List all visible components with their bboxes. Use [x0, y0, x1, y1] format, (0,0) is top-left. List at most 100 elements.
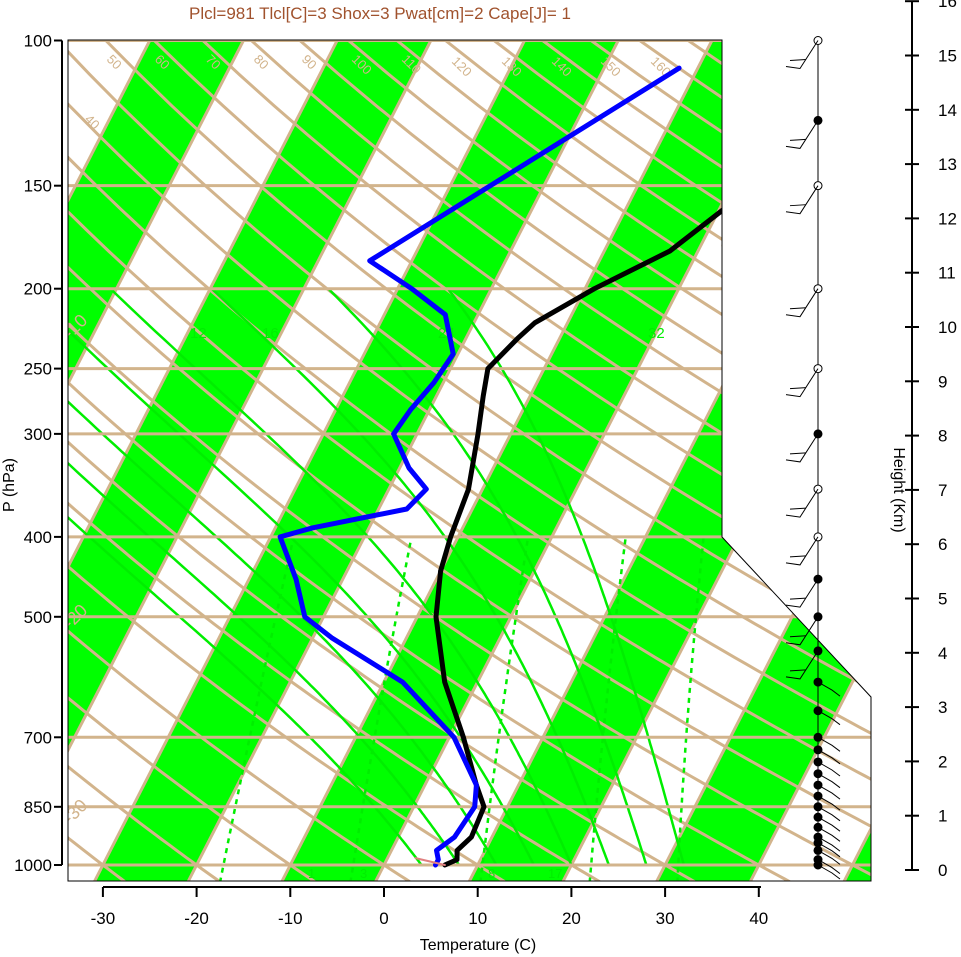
y-tick-label: 150	[24, 177, 52, 196]
y-axis: 100 150 200 250 300 400 500 700 850 1000	[14, 32, 63, 875]
dry-adiabat	[68, 40, 871, 881]
dry-adiabat	[201, 40, 871, 881]
wind-level-dot	[813, 812, 823, 822]
isotherm-label: 10	[717, 337, 745, 365]
isotherm-band	[68, 40, 441, 881]
isotherm-band	[68, 40, 253, 881]
isotherm-label: 10	[739, 530, 767, 558]
wind-level-dot	[813, 855, 823, 865]
dry-adiabat	[68, 40, 322, 881]
wind-level-dot	[813, 822, 823, 832]
dry-adiabat	[68, 40, 871, 881]
mixing-ratio-line	[588, 536, 627, 881]
dry-adiabat-label: 40	[82, 112, 103, 133]
x-axis-title: Temperature (C)	[420, 937, 536, 954]
dry-adiabat	[68, 40, 608, 881]
wind-barb	[817, 864, 841, 880]
y-tick-label: 850	[24, 798, 52, 817]
y-tick-label: 250	[24, 360, 52, 379]
wind-barb	[817, 710, 841, 726]
mixing-ratio-line	[349, 536, 413, 881]
height-tick-label: 4	[938, 644, 947, 663]
wind-barb	[785, 185, 819, 215]
x-tick-label: -20	[184, 909, 209, 928]
wind-level-dot	[813, 532, 823, 542]
height-tick-label: 7	[938, 481, 947, 500]
y-tick-label: 300	[24, 425, 52, 444]
isotherm-line	[68, 40, 442, 881]
dry-adiabat	[153, 40, 871, 881]
dry-adiabat	[68, 40, 871, 881]
x-tick-label: 40	[749, 909, 768, 928]
mixing-ratio-label: 1	[308, 866, 315, 881]
moist-adiabat	[210, 287, 611, 866]
wind-barb	[817, 849, 841, 865]
wind-level-dot	[813, 677, 823, 687]
y-tick-label: 700	[24, 728, 52, 747]
x-tick-label: 20	[562, 909, 581, 928]
y-tick-label: 1000	[14, 856, 52, 875]
dry-adiabat	[68, 40, 871, 881]
moist-adiabat	[68, 287, 498, 866]
isotherm-band	[0, 22, 65, 886]
wind-level-dot	[813, 845, 823, 855]
wind-barb-feather	[789, 59, 807, 61]
dry-adiabat	[68, 40, 871, 881]
moist-adiabat-label: 32	[648, 325, 665, 342]
wind-barb	[785, 433, 819, 463]
mixing-ratio-label: 3	[360, 866, 367, 881]
dry-adiabat-label: 120	[449, 54, 475, 80]
wind-barb-feather	[789, 635, 807, 638]
height-axis-title: Height (Km)	[890, 447, 907, 532]
height-tick-label: 6	[938, 535, 947, 554]
wind-level-dot	[813, 574, 823, 584]
wind-barb	[817, 842, 841, 858]
dry-adiabat	[68, 40, 703, 881]
y-tick-label: 500	[24, 608, 52, 627]
mixing-ratio-label: 8	[488, 866, 495, 881]
wind-level-dot	[813, 484, 823, 494]
wind-barb	[817, 795, 841, 811]
moist-adiabat	[68, 287, 461, 866]
height-tick-label: 12	[938, 209, 957, 228]
y-tick-label: 400	[24, 528, 52, 547]
wind-barb	[817, 749, 841, 765]
wind-barb-feather	[789, 138, 807, 141]
wind-level-dot	[813, 181, 823, 191]
isotherm-line	[746, 40, 871, 881]
height-tick-label: 15	[938, 47, 957, 66]
height-tick-label: 14	[938, 101, 957, 120]
mixing-ratio-label: 17	[548, 866, 562, 881]
wind-barb	[817, 761, 841, 777]
wind-barb	[817, 836, 841, 852]
height-tick-label: 5	[938, 590, 947, 609]
wind-level-dot	[813, 780, 823, 790]
height-tick-label: 1	[938, 807, 947, 826]
wind-barb	[785, 368, 819, 398]
height-tick-label: 2	[938, 752, 947, 771]
dry-adiabat	[104, 40, 871, 881]
mixing-ratio-line	[479, 536, 530, 881]
wind-barb	[817, 784, 841, 800]
wind-barb-feather	[789, 204, 807, 207]
wind-barb	[785, 40, 819, 70]
wind-barb-feather	[789, 507, 807, 510]
moist-adiabat	[447, 287, 686, 866]
wind-barb	[785, 288, 819, 318]
x-tick-label: -10	[278, 909, 303, 928]
dry-adiabat	[68, 40, 513, 881]
moist-adiabat	[327, 287, 648, 866]
moist-adiabat	[68, 287, 423, 866]
isotherm-label: -30	[59, 795, 92, 828]
wind-barb	[785, 120, 819, 149]
wind-level-dot	[813, 732, 823, 742]
wind-barb-feather	[789, 452, 807, 455]
isotherm-line	[90, 40, 536, 881]
y-tick-label: 100	[24, 32, 52, 51]
wind-barb	[785, 578, 819, 608]
height-tick-label: 16	[938, 0, 957, 11]
wind-barb-feather	[789, 555, 807, 558]
wind-level-dot	[813, 284, 823, 294]
y-tick-label: 200	[24, 280, 52, 299]
